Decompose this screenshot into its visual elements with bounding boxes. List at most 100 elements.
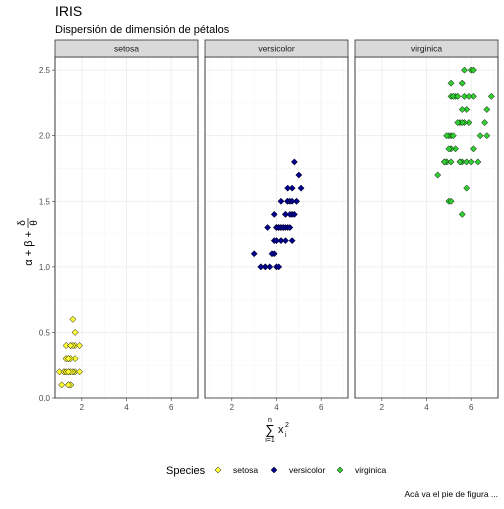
data-point — [67, 342, 75, 349]
data-point — [64, 355, 72, 363]
data-point — [268, 250, 276, 258]
facet-strip — [354, 39, 499, 58]
series-versicolor-points — [250, 158, 305, 271]
data-point — [275, 224, 283, 231]
x-tick-label: 2 — [230, 403, 235, 412]
legend-key-setosa — [214, 466, 222, 474]
chart-caption: Acá va el pie de figura ... — [404, 489, 498, 499]
facet-panel-setosa: setosa 2 4 6 — [54, 39, 199, 412]
x-tick-label: 4 — [274, 403, 279, 412]
data-point — [458, 106, 466, 113]
y-tick-label: 1.5 — [39, 197, 51, 206]
data-point — [270, 210, 278, 218]
x-axis-title-main: x — [278, 424, 284, 436]
data-point — [476, 132, 484, 140]
legend-key-virginica — [336, 466, 344, 474]
data-point — [290, 158, 298, 166]
x-tick-label: 4 — [424, 403, 429, 412]
data-point — [58, 381, 66, 389]
y-tick-label: 1.0 — [39, 263, 51, 272]
x-axis-title-sum: ∑ — [265, 422, 274, 437]
data-point — [483, 106, 491, 113]
data-point — [458, 79, 466, 87]
data-point — [454, 92, 462, 100]
data-point — [288, 237, 296, 245]
x-tick-label: 6 — [319, 403, 324, 412]
x-axis-title-subscript: i — [285, 432, 287, 439]
data-point — [284, 184, 292, 192]
facet-strip-label: versicolor — [258, 44, 295, 54]
data-point — [447, 197, 455, 205]
data-point — [474, 158, 482, 166]
x-tick-label: 6 — [469, 403, 474, 412]
legend-key-versicolor — [270, 466, 278, 474]
data-point — [275, 263, 283, 271]
legend-title: Species — [166, 465, 206, 477]
x-axis-title-upper: n — [268, 417, 272, 424]
y-tick-label: 0.0 — [39, 394, 51, 403]
data-point — [463, 184, 471, 192]
x-tick-label: 4 — [124, 403, 129, 412]
data-point — [458, 210, 466, 218]
data-point — [469, 145, 477, 153]
data-point — [64, 381, 72, 389]
data-point — [264, 224, 272, 231]
chart-subtitle: Dispersión de dimensión de pétalos — [55, 24, 230, 36]
facet-panel-virginica: virginica 2 4 6 — [354, 39, 499, 412]
facet-panel-versicolor: versicolor 2 4 6 — [204, 39, 349, 412]
legend: Species setosa versicolor virginica — [166, 465, 386, 477]
data-point — [434, 171, 442, 179]
data-point — [483, 132, 491, 140]
facet-strip-label: virginica — [411, 44, 442, 54]
data-point — [250, 250, 258, 258]
data-point — [467, 158, 475, 166]
data-point — [454, 119, 462, 127]
facet-strip — [54, 39, 199, 58]
y-tick-label: 2.0 — [39, 132, 51, 141]
legend-label-versicolor: versicolor — [289, 465, 326, 475]
x-tick-label: 2 — [80, 403, 85, 412]
x-tick-label: 6 — [169, 403, 174, 412]
facet-strip-label: setosa — [114, 44, 139, 54]
y-tick-label: 0.5 — [39, 328, 51, 337]
data-point — [257, 263, 265, 271]
x-tick-label: 2 — [380, 403, 385, 412]
data-point — [469, 66, 477, 74]
data-point — [481, 119, 489, 127]
data-point — [76, 368, 84, 376]
y-axis-title-left: α + β + — [23, 231, 35, 266]
series-virginica-points — [434, 66, 495, 218]
legend-label-virginica: virginica — [355, 465, 386, 475]
data-point — [71, 328, 79, 336]
data-point — [277, 237, 285, 245]
y-axis-title: α + β + δ θ — [17, 218, 40, 266]
y-axis-title-denominator: θ — [29, 220, 40, 226]
data-point — [445, 145, 453, 153]
data-point — [447, 79, 455, 87]
data-point — [456, 158, 464, 166]
data-point — [449, 132, 457, 140]
data-point — [487, 92, 495, 100]
data-point — [69, 315, 77, 323]
data-point — [440, 158, 448, 166]
data-point — [297, 184, 305, 192]
data-point — [447, 158, 455, 166]
y-axis-title-numerator: δ — [17, 220, 28, 226]
y-tick-label: 2.5 — [39, 66, 51, 75]
data-point — [295, 171, 303, 179]
legend-label-setosa: setosa — [233, 465, 258, 475]
data-point — [288, 197, 296, 205]
data-point — [465, 92, 473, 100]
x-axis-title: n ∑ i=1 x 2 i — [265, 417, 289, 444]
y-axis: 0.0 0.5 1.0 1.5 2.0 2.5 — [39, 66, 55, 403]
data-point — [286, 210, 294, 218]
series-setosa-points — [56, 315, 84, 389]
chart-title: IRIS — [55, 3, 82, 19]
x-axis-title-superscript: 2 — [285, 422, 289, 429]
data-point — [461, 66, 468, 74]
data-point — [443, 132, 451, 140]
data-point — [277, 197, 285, 205]
facet-panels: setosa 2 4 6 versicolor 2 4 6 virginica 2 4 6 — [54, 39, 499, 412]
data-point — [266, 263, 274, 271]
